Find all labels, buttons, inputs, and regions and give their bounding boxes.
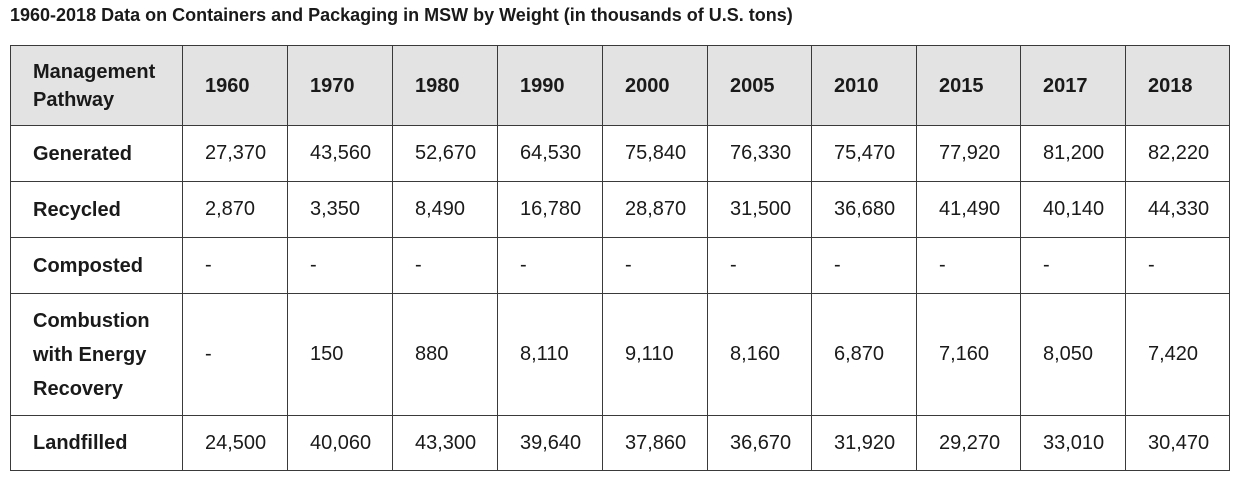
table-cell: -	[1125, 237, 1230, 294]
table-cell: 2,870	[182, 181, 288, 238]
table-cell: -	[392, 237, 498, 294]
table-cell: 3,350	[287, 181, 393, 238]
table-cell: 33,010	[1020, 415, 1126, 471]
table-header-row: Management Pathway 1960 1970 1980 1990 2000 2…	[10, 45, 1230, 126]
table-row: Recycled 2,870 3,350 8,490 16,780 28,870 31,50…	[10, 181, 1230, 238]
table-cell: 7,160	[916, 293, 1021, 416]
table-cell: -	[707, 237, 812, 294]
header-year: 2018	[1125, 45, 1230, 126]
msw-containers-packaging-table: Management Pathway 1960 1970 1980 1990 2000 2…	[10, 45, 1230, 471]
table-cell: 36,670	[707, 415, 812, 471]
table-cell: 880	[392, 293, 498, 416]
header-year: 2000	[602, 45, 708, 126]
header-year: 1960	[182, 45, 288, 126]
table-cell: 6,870	[811, 293, 917, 416]
header-year: 2017	[1020, 45, 1126, 126]
table-cell: 39,640	[497, 415, 603, 471]
table-cell: -	[811, 237, 917, 294]
header-year: 2005	[707, 45, 812, 126]
table-cell: 37,860	[602, 415, 708, 471]
table-cell: 81,200	[1020, 125, 1126, 182]
table-cell: 9,110	[602, 293, 708, 416]
table-cell: -	[1020, 237, 1126, 294]
table-cell: 82,220	[1125, 125, 1230, 182]
header-year: 1970	[287, 45, 393, 126]
table-cell: 40,060	[287, 415, 393, 471]
table-cell: 52,670	[392, 125, 498, 182]
table-cell: 44,330	[1125, 181, 1230, 238]
table-cell: 76,330	[707, 125, 812, 182]
header-year: 1990	[497, 45, 603, 126]
table-cell: 7,420	[1125, 293, 1230, 416]
table-cell: 31,500	[707, 181, 812, 238]
row-label: Generated	[10, 125, 183, 182]
table-cell: -	[916, 237, 1021, 294]
table-cell: 77,920	[916, 125, 1021, 182]
table-title: 1960-2018 Data on Containers and Packagi…	[10, 5, 793, 25]
table-cell: 8,490	[392, 181, 498, 238]
row-label: Recycled	[10, 181, 183, 238]
table-cell: 36,680	[811, 181, 917, 238]
table-row: Combustion with Energy Recovery -150 880 8,…	[10, 293, 1230, 416]
table-cell: 8,050	[1020, 293, 1126, 416]
table-cell: 30,470	[1125, 415, 1230, 471]
table-cell: 41,490	[916, 181, 1021, 238]
table-row: Composted - - - - - - - - - -	[10, 237, 1230, 294]
table-row: Landfilled 24,500 40,060 43,300 39,640 37,860…	[10, 415, 1230, 471]
table-cell: 27,370	[182, 125, 288, 182]
table-cell: 8,110	[497, 293, 603, 416]
table-cell: 29,270	[916, 415, 1021, 471]
table-cell: 64,530	[497, 125, 603, 182]
table-row: Generated 27,370 43,560 52,670 64,530 75,840 7…	[10, 125, 1230, 182]
table-body: Generated 27,370 43,560 52,670 64,530 75,840 7…	[10, 125, 1230, 471]
table-cell: 150	[287, 293, 393, 416]
header-year: 2015	[916, 45, 1021, 126]
header-management-pathway: Management Pathway	[10, 45, 183, 126]
table-cell: -	[602, 237, 708, 294]
table-cell: 8,160	[707, 293, 812, 416]
header-year: 2010	[811, 45, 917, 126]
table-cell: 43,300	[392, 415, 498, 471]
table-cell: -	[497, 237, 603, 294]
table-cell: 24,500	[182, 415, 288, 471]
row-label: Combustion with Energy Recovery	[10, 293, 183, 416]
table-cell: -	[182, 237, 288, 294]
table-cell: 40,140	[1020, 181, 1126, 238]
header-year: 1980	[392, 45, 498, 126]
table-cell: 16,780	[497, 181, 603, 238]
table-cell: 28,870	[602, 181, 708, 238]
table-cell: 43,560	[287, 125, 393, 182]
table-cell: 75,470	[811, 125, 917, 182]
table-cell: -	[287, 237, 393, 294]
table-cell: 31,920	[811, 415, 917, 471]
row-label: Landfilled	[10, 415, 183, 471]
table-cell: 75,840	[602, 125, 708, 182]
row-label: Composted	[10, 237, 183, 294]
table-cell: -	[182, 293, 288, 416]
